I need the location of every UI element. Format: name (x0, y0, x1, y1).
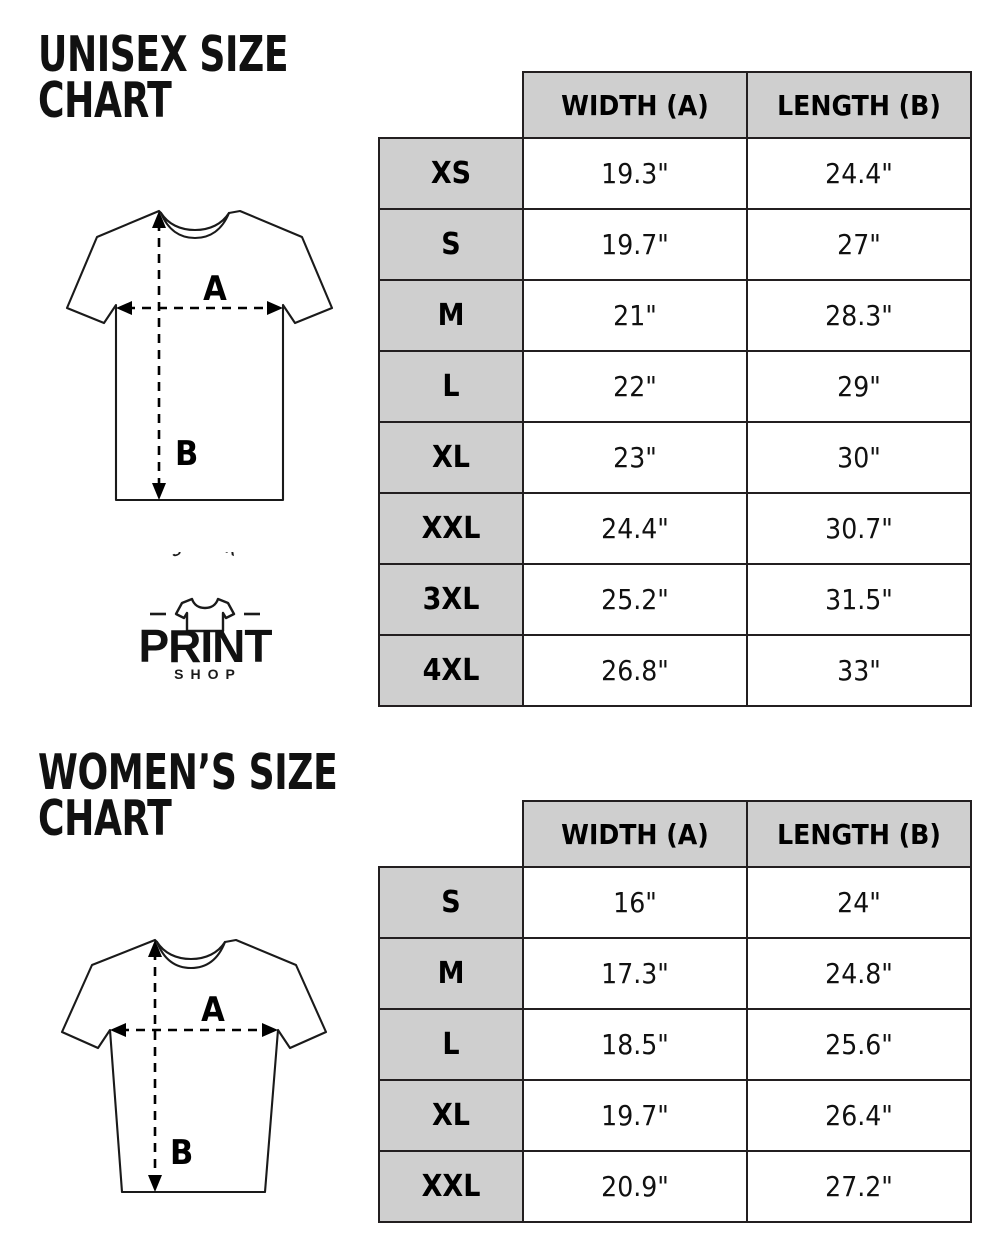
table-row: XXL 20.9" 27.2" (378, 1150, 972, 1223)
length-value-cell: 27.2" (746, 1150, 972, 1223)
table-row: 4XL 26.8" 33" (378, 634, 972, 707)
table-row: L 18.5" 25.6" (378, 1008, 972, 1081)
size-label-cell: XXL (378, 1150, 524, 1223)
length-value-cell: 33" (746, 634, 972, 707)
length-value-cell: 24.4" (746, 137, 972, 210)
width-dimension-label: A (203, 269, 227, 309)
size-label-cell: XS (378, 137, 524, 210)
width-value-cell: 23" (522, 421, 748, 494)
table-row: S 16" 24" (378, 866, 972, 939)
logo-super-textpath: SUPER (168, 552, 240, 561)
unisex-size-chart-section: UNISEX SIZE CHART A B (38, 26, 972, 707)
length-value-cell: 26.4" (746, 1079, 972, 1152)
width-value-cell: 20.9" (522, 1150, 748, 1223)
column-header-width: WIDTH (A) (522, 71, 748, 139)
width-value-cell: 18.5" (522, 1008, 748, 1081)
length-value-cell: 25.6" (746, 1008, 972, 1081)
length-dimension-b: B (148, 940, 193, 1192)
table-row: M 21" 28.3" (378, 279, 972, 352)
table-row: XL 23" 30" (378, 421, 972, 494)
womens-size-table: WIDTH (A) LENGTH (B) S 16" 24" M 17.3" 24.8" L… (378, 800, 972, 1223)
womens-size-chart-section: WOMEN’S SIZE CHART A B (0, 722, 1000, 1247)
table-corner-cell (379, 801, 523, 867)
super-print-shop-logo: SUPER PRINT SHOP (122, 552, 288, 680)
logo-super-text: SUPER (168, 552, 243, 561)
table-corner-cell (379, 72, 523, 138)
width-dimension-label: A (201, 990, 225, 1030)
column-header-length: LENGTH (B) (746, 71, 972, 139)
length-dimension-label: B (175, 434, 198, 474)
tshirt-icon (150, 597, 260, 633)
size-label-cell: XL (378, 1079, 524, 1152)
width-value-cell: 21" (522, 279, 748, 352)
width-value-cell: 19.7" (522, 208, 748, 281)
width-value-cell: 25.2" (522, 563, 748, 636)
column-header-length: LENGTH (B) (746, 800, 972, 868)
size-label-cell: S (378, 866, 524, 939)
collar-icon (159, 211, 231, 240)
unisex-tshirt-diagram: A B (40, 190, 360, 520)
size-label-cell: 4XL (378, 634, 524, 707)
length-value-cell: 28.3" (746, 279, 972, 352)
table-row: S 19.7" 27" (378, 208, 972, 281)
table-header-row: WIDTH (A) LENGTH (B) (379, 71, 972, 139)
logo-print-text: PRINT (139, 620, 273, 672)
width-dimension-a: A (110, 990, 278, 1037)
column-header-width: WIDTH (A) (522, 800, 748, 868)
width-value-cell: 17.3" (522, 937, 748, 1010)
collar-icon (155, 940, 227, 970)
length-dimension-b: B (152, 211, 198, 500)
width-value-cell: 22" (522, 350, 748, 423)
size-label-cell: M (378, 279, 524, 352)
width-value-cell: 16" (522, 866, 748, 939)
length-dimension-label: B (170, 1133, 193, 1173)
size-label-cell: M (378, 937, 524, 1010)
table-row: XXL 24.4" 30.7" (378, 492, 972, 565)
womens-chart-title: WOMEN’S SIZE CHART (38, 744, 338, 847)
table-row: M 17.3" 24.8" (378, 937, 972, 1010)
length-value-cell: 30" (746, 421, 972, 494)
tshirt-outline-icon (60, 938, 328, 1194)
length-value-cell: 31.5" (746, 563, 972, 636)
length-value-cell: 30.7" (746, 492, 972, 565)
size-label-cell: L (378, 1008, 524, 1081)
width-value-cell: 19.7" (522, 1079, 748, 1152)
width-value-cell: 24.4" (522, 492, 748, 565)
size-label-cell: L (378, 350, 524, 423)
width-value-cell: 19.3" (522, 137, 748, 210)
length-value-cell: 27" (746, 208, 972, 281)
table-row: XL 19.7" 26.4" (378, 1079, 972, 1152)
unisex-chart-title: UNISEX SIZE CHART (38, 26, 289, 129)
table-header-row: WIDTH (A) LENGTH (B) (379, 800, 972, 868)
length-value-cell: 24" (746, 866, 972, 939)
table-row: XS 19.3" 24.4" (378, 137, 972, 210)
size-label-cell: S (378, 208, 524, 281)
womens-tshirt-diagram: A B (50, 920, 350, 1210)
length-value-cell: 24.8" (746, 937, 972, 1010)
width-value-cell: 26.8" (522, 634, 748, 707)
size-label-cell: 3XL (378, 563, 524, 636)
width-dimension-a: A (116, 269, 283, 315)
unisex-size-table: WIDTH (A) LENGTH (B) XS 19.3" 24.4" S 19.7" 2… (378, 71, 972, 707)
table-row: L 22" 29" (378, 350, 972, 423)
length-value-cell: 29" (746, 350, 972, 423)
table-row: 3XL 25.2" 31.5" (378, 563, 972, 636)
size-label-cell: XXL (378, 492, 524, 565)
logo-shop-text: SHOP (174, 666, 242, 680)
tshirt-outline-icon (65, 209, 334, 502)
size-label-cell: XL (378, 421, 524, 494)
